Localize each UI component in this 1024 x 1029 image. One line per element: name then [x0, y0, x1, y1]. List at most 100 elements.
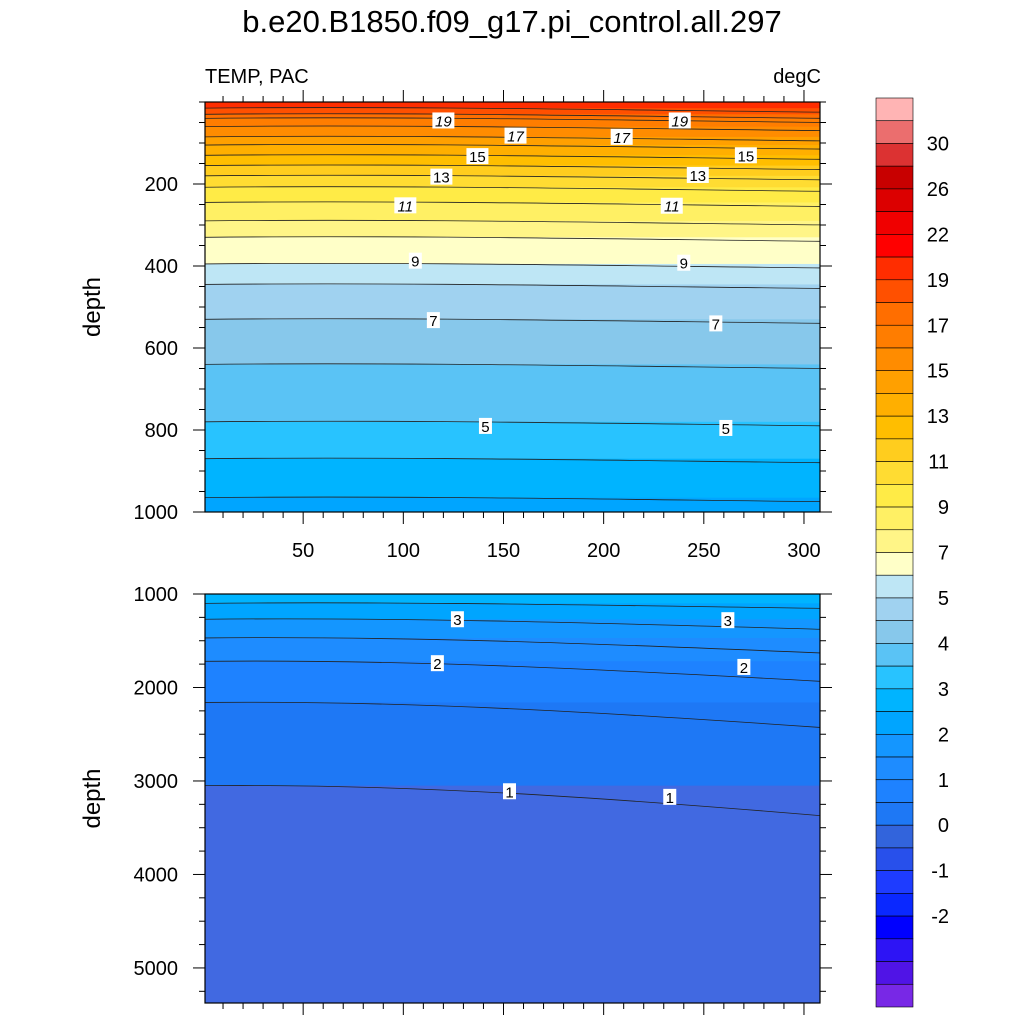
colorbar-label: 9 — [938, 497, 949, 519]
contour-label: 1 — [505, 784, 513, 801]
contour-label-box — [734, 147, 757, 164]
colorbar-swatch — [875, 620, 914, 644]
y-tick-label: 5000 — [134, 958, 179, 980]
contour-label: 11 — [398, 198, 414, 215]
contour-label: 5 — [722, 421, 730, 438]
y-tick-label: 1000 — [134, 502, 179, 524]
lower-panel: 1000 2000 3000 4000 5000 depth 3 3 2 2 1 1 — [79, 584, 832, 1015]
colorbar-label: 11 — [928, 452, 949, 474]
colorbar-label: 7 — [938, 543, 949, 565]
colorbar-swatch — [875, 120, 914, 144]
colorbar-label: 5 — [938, 588, 949, 610]
contour-label-box — [466, 148, 489, 165]
colorbar-swatch — [875, 847, 914, 871]
colorbar-swatch — [875, 574, 914, 599]
colorbar: 30 26 22 19 17 15 13 11 9 7 5 4 3 2 1 0 -1 -2 — [875, 97, 949, 1008]
colorbar-swatch — [875, 665, 914, 690]
temperature-band — [205, 497, 820, 512]
contour-label-box — [677, 254, 691, 271]
contour-label-box — [610, 128, 633, 145]
contour-label-box — [663, 788, 677, 805]
contour-line — [204, 154, 821, 160]
contour-label-box — [721, 612, 735, 629]
contour-line — [204, 144, 821, 150]
y-axis-label: depth — [79, 277, 106, 337]
panel-frame — [204, 593, 821, 1004]
x-tick-label: 100 — [387, 540, 420, 562]
colorbar-label: 19 — [927, 270, 949, 292]
contour-line — [204, 262, 821, 269]
contour-label-box — [394, 197, 417, 214]
contour-label: 17 — [613, 130, 630, 147]
contour-label: 1 — [666, 790, 674, 807]
colorbar-label: -2 — [931, 906, 949, 928]
contour-line — [204, 186, 821, 192]
colorbar-swatch — [875, 256, 914, 281]
contour-label-box — [719, 419, 733, 436]
colorbar-swatch — [875, 393, 914, 417]
contour-label-box — [450, 611, 464, 628]
contour-label: 7 — [712, 316, 720, 333]
colorbar-label: 26 — [927, 179, 949, 201]
colorbar-swatch — [875, 188, 914, 212]
contour-label: 17 — [507, 129, 524, 146]
colorbar-label: 17 — [927, 315, 949, 337]
colorbar-label: 2 — [938, 724, 949, 746]
upper-panel: 50 100 150 200 250 300 200 400 600 800 1000 depth 19… — [79, 90, 832, 562]
contour-label: 2 — [433, 656, 441, 673]
left-label: TEMP, PAC — [205, 66, 309, 88]
units-label: degC — [773, 66, 821, 88]
contour-line — [204, 164, 821, 170]
contour-label-box — [668, 112, 691, 129]
contour-label: 13 — [433, 170, 450, 187]
x-tick-label: 150 — [487, 540, 520, 562]
colorbar-swatch — [875, 643, 914, 667]
contour-label: 5 — [481, 419, 489, 436]
contour-line — [204, 363, 821, 369]
contour-label: 19 — [671, 113, 688, 130]
contour-line — [204, 496, 821, 503]
colorbar-swatch — [875, 733, 914, 758]
colorbar-swatch — [875, 711, 914, 735]
colorbar-swatch — [875, 347, 914, 372]
colorbar-label: 22 — [927, 224, 949, 246]
contour-label: 9 — [411, 254, 419, 271]
contour-label-box — [426, 312, 440, 329]
contour-label: 3 — [453, 612, 461, 629]
colorbar-swatch — [875, 779, 914, 803]
y-tick-label: 200 — [145, 174, 178, 196]
contour-label-box — [660, 197, 683, 214]
x-tick-label: 250 — [687, 540, 720, 562]
colorbar-label: 30 — [927, 133, 949, 155]
colorbar-swatch — [875, 97, 914, 122]
colorbar-swatch — [875, 370, 914, 394]
contour-line — [204, 457, 821, 464]
colorbar-swatch — [875, 415, 914, 440]
chart-title: b.e20.B1850.f09_g17.pi_control.all.297 — [242, 4, 782, 39]
contour-line — [204, 637, 821, 654]
contour-label: 15 — [738, 148, 755, 165]
contour-line — [204, 125, 821, 131]
contour-line — [204, 283, 821, 289]
contour-label: 2 — [740, 660, 748, 677]
contour-line — [204, 236, 821, 242]
x-tick-label: 50 — [292, 540, 314, 562]
contour-label-box — [432, 112, 455, 129]
y-tick-label: 1000 — [134, 584, 179, 606]
colorbar-swatch — [875, 915, 914, 940]
colorbar-swatch — [875, 756, 914, 781]
contour-label-box — [478, 417, 492, 434]
colorbar-swatch — [875, 165, 914, 190]
colorbar-swatch — [875, 802, 914, 826]
colorbar-label: 1 — [938, 770, 949, 792]
contour-label-box — [737, 658, 751, 675]
colorbar-swatch — [875, 552, 914, 576]
contour-label-box — [686, 166, 709, 183]
y-tick-label: 4000 — [134, 864, 179, 886]
colorbar-label: -1 — [931, 861, 949, 883]
contour-line — [204, 107, 821, 113]
contour-label: 11 — [664, 199, 680, 216]
contour-label: 7 — [429, 313, 437, 330]
colorbar-swatch — [875, 529, 914, 553]
